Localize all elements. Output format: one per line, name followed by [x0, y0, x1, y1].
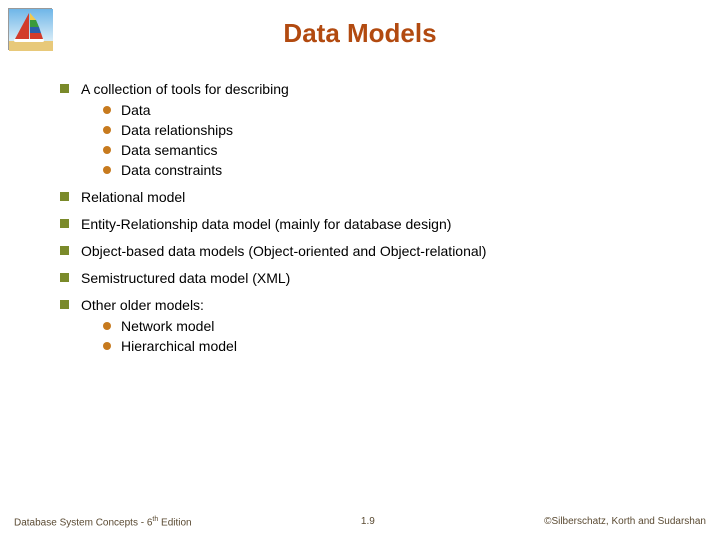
circle-bullet-icon [103, 166, 111, 174]
list-item-body: Semistructured data model (XML) [81, 269, 290, 288]
list-item: Object-based data models (Object-oriente… [60, 242, 690, 261]
footer-left: Database System Concepts - 6th Edition [14, 516, 192, 528]
circle-bullet-icon [103, 106, 111, 114]
list-item-text: Entity-Relationship data model (mainly f… [81, 215, 451, 234]
footer-right: ©Silberschatz, Korth and Sudarshan [544, 516, 706, 528]
footer-left-suffix: Edition [158, 517, 191, 528]
list-item-body: A collection of tools for describing Data… [81, 80, 289, 180]
sub-list-item-text: Data semantics [121, 141, 217, 160]
circle-bullet-icon [103, 342, 111, 350]
list-item-body: Object-based data models (Object-oriente… [81, 242, 486, 261]
list-item-body: Entity-Relationship data model (mainly f… [81, 215, 451, 234]
list-item-text: A collection of tools for describing [81, 80, 289, 99]
list-item-text: Semistructured data model (XML) [81, 269, 290, 288]
sub-list: DataData relationshipsData semanticsData… [103, 101, 289, 180]
square-bullet-icon [60, 273, 69, 282]
book-logo [8, 8, 52, 50]
sub-list-item: Data constraints [103, 161, 289, 180]
square-bullet-icon [60, 300, 69, 309]
sub-list-item-text: Data relationships [121, 121, 233, 140]
list-item: Other older models: Network modelHierarch… [60, 296, 690, 357]
list-item-text: Relational model [81, 188, 185, 207]
square-bullet-icon [60, 219, 69, 228]
list-item: Relational model [60, 188, 690, 207]
footer-left-prefix: Database System Concepts - 6 [14, 517, 152, 528]
sub-list-item: Data [103, 101, 289, 120]
list-item-body: Other older models: Network modelHierarch… [81, 296, 237, 357]
sub-list: Network modelHierarchical model [103, 317, 237, 356]
list-item-body: Relational model [81, 188, 185, 207]
list-item: Entity-Relationship data model (mainly f… [60, 215, 690, 234]
sub-list-item: Data relationships [103, 121, 289, 140]
square-bullet-icon [60, 192, 69, 201]
circle-bullet-icon [103, 322, 111, 330]
list-item-text: Other older models: [81, 296, 237, 315]
circle-bullet-icon [103, 146, 111, 154]
sub-list-item: Hierarchical model [103, 337, 237, 356]
list-item: Semistructured data model (XML) [60, 269, 690, 288]
sub-list-item: Data semantics [103, 141, 289, 160]
list-item: A collection of tools for describing Data… [60, 80, 690, 180]
sub-list-item-text: Network model [121, 317, 214, 336]
sub-list-item: Network model [103, 317, 237, 336]
slide-footer: Database System Concepts - 6th Edition 1… [0, 516, 720, 528]
sub-list-item-text: Data constraints [121, 161, 222, 180]
sub-list-item-text: Hierarchical model [121, 337, 237, 356]
square-bullet-icon [60, 246, 69, 255]
list-item-text: Object-based data models (Object-oriente… [81, 242, 486, 261]
sub-list-item-text: Data [121, 101, 151, 120]
slide-content: A collection of tools for describing Data… [60, 80, 690, 365]
circle-bullet-icon [103, 126, 111, 134]
square-bullet-icon [60, 84, 69, 93]
slide-title: Data Models [0, 0, 720, 49]
footer-center: 1.9 [361, 516, 375, 528]
